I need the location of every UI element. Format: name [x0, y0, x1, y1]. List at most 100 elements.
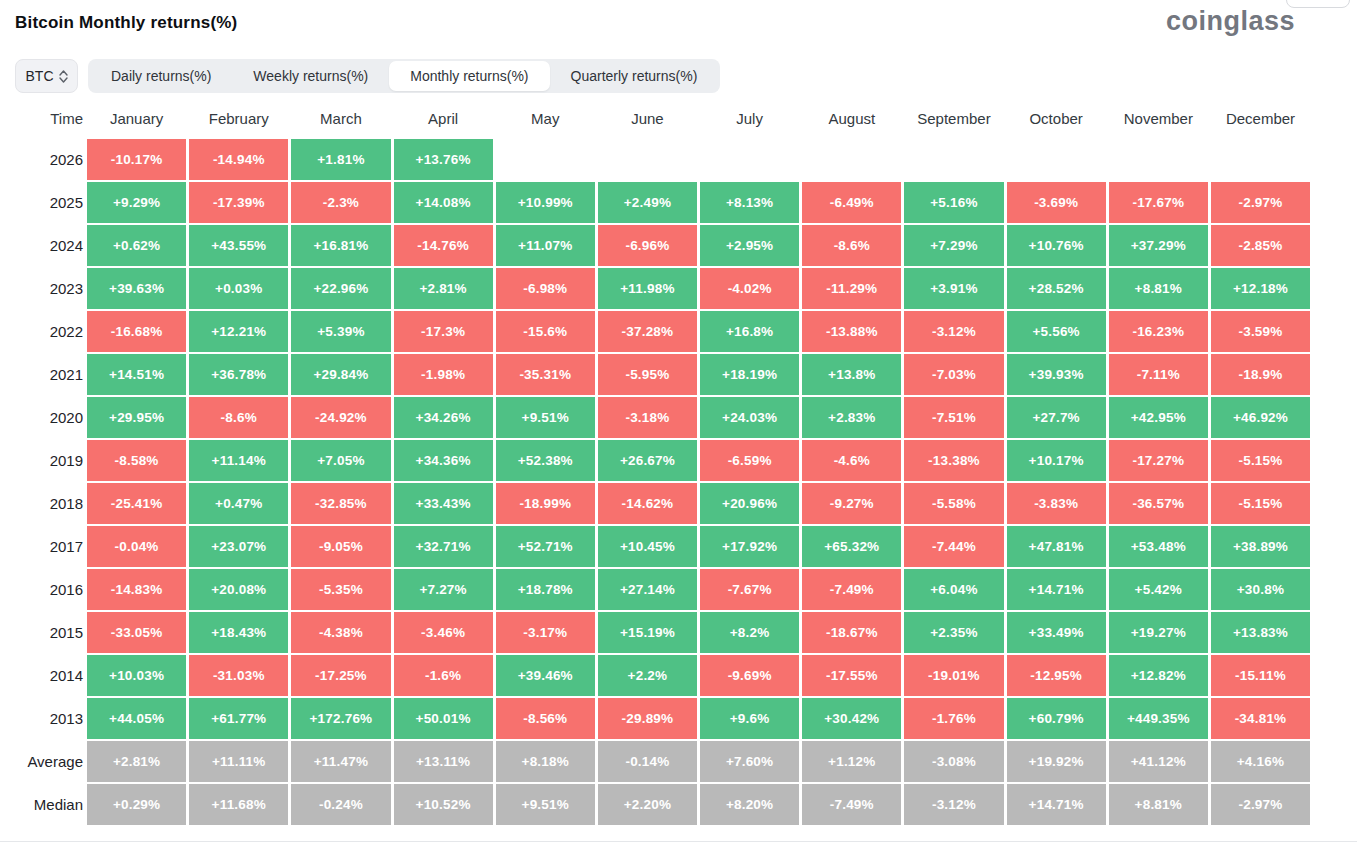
- return-cell: -1.98%: [394, 354, 493, 395]
- return-cell: +20.96%: [700, 483, 799, 524]
- table-row-2015: 2015-33.05%+18.43%-4.38%-3.46%-3.17%+15.…: [15, 612, 1310, 653]
- table-row-2024: 2024+0.62%+43.55%+16.81%-14.76%+11.07%-6…: [15, 225, 1310, 266]
- return-cell: -12.95%: [1007, 655, 1106, 696]
- return-cell: +2.49%: [598, 182, 697, 223]
- return-cell: -17.39%: [189, 182, 288, 223]
- return-cell: -9.27%: [802, 483, 901, 524]
- empty-cell: [1109, 139, 1208, 180]
- return-cell: -7.03%: [904, 354, 1003, 395]
- row-label: 2015: [15, 612, 84, 653]
- returns-table-body: 2026-10.17%-14.94%+1.81%+13.76%2025+9.29…: [15, 139, 1310, 825]
- return-cell: -16.23%: [1109, 311, 1208, 352]
- return-cell: +8.13%: [700, 182, 799, 223]
- empty-cell: [802, 139, 901, 180]
- return-cell: +43.55%: [189, 225, 288, 266]
- return-cell: -14.94%: [189, 139, 288, 180]
- return-cell: -29.89%: [598, 698, 697, 739]
- return-cell: +47.81%: [1007, 526, 1106, 567]
- updown-chevron-icon: [59, 70, 68, 83]
- return-cell: -8.6%: [189, 397, 288, 438]
- row-label: 2024: [15, 225, 84, 266]
- return-cell: +18.43%: [189, 612, 288, 653]
- table-row-2021: 2021+14.51%+36.78%+29.84%-1.98%-35.31%-5…: [15, 354, 1310, 395]
- return-cell: +7.29%: [904, 225, 1003, 266]
- return-cell: +34.36%: [394, 440, 493, 481]
- return-cell: +11.14%: [189, 440, 288, 481]
- return-cell: +2.35%: [904, 612, 1003, 653]
- return-cell: -9.05%: [291, 526, 390, 567]
- return-cell: -2.97%: [1211, 784, 1310, 825]
- return-cell: -8.6%: [802, 225, 901, 266]
- return-cell: -5.35%: [291, 569, 390, 610]
- return-cell: +27.14%: [598, 569, 697, 610]
- column-header-time: Time: [15, 103, 84, 133]
- tab-quarterly-returns[interactable]: Quarterly returns(%): [550, 61, 719, 91]
- return-cell: -8.56%: [496, 698, 595, 739]
- return-cell: -14.83%: [87, 569, 186, 610]
- coinglass-logo: coinglass: [1166, 6, 1295, 37]
- table-row-2013: 2013+44.05%+61.77%+172.76%+50.01%-8.56%-…: [15, 698, 1310, 739]
- column-header-november: November: [1109, 103, 1208, 133]
- return-cell: -5.15%: [1211, 483, 1310, 524]
- column-header-march: March: [291, 103, 390, 133]
- return-cell: +6.04%: [904, 569, 1003, 610]
- tab-weekly-returns[interactable]: Weekly returns(%): [232, 61, 389, 91]
- return-cell: -7.44%: [904, 526, 1003, 567]
- return-cell: -11.29%: [802, 268, 901, 309]
- return-cell: +44.05%: [87, 698, 186, 739]
- return-cell: -15.6%: [496, 311, 595, 352]
- controls-bar: BTC Daily returns(%)Weekly returns(%)Mon…: [15, 59, 720, 93]
- table-row-average: Average+2.81%+11.11%+11.47%+13.11%+8.18%…: [15, 741, 1310, 782]
- page-title: Bitcoin Monthly returns(%): [15, 13, 237, 33]
- return-cell: -35.31%: [496, 354, 595, 395]
- return-cell: +4.16%: [1211, 741, 1310, 782]
- return-cell: +33.49%: [1007, 612, 1106, 653]
- return-cell: -7.67%: [700, 569, 799, 610]
- return-cell: +42.95%: [1109, 397, 1208, 438]
- return-cell: -18.99%: [496, 483, 595, 524]
- symbol-select[interactable]: BTC: [15, 59, 78, 93]
- return-cell: +9.51%: [496, 784, 595, 825]
- return-cell: -3.12%: [904, 311, 1003, 352]
- return-cell: -7.49%: [802, 569, 901, 610]
- return-cell: +65.32%: [802, 526, 901, 567]
- return-cell: -16.68%: [87, 311, 186, 352]
- table-row-2020: 2020+29.95%-8.6%-24.92%+34.26%+9.51%-3.1…: [15, 397, 1310, 438]
- return-cell: +13.76%: [394, 139, 493, 180]
- return-cell: +24.03%: [700, 397, 799, 438]
- row-label: 2014: [15, 655, 84, 696]
- return-cell: -4.6%: [802, 440, 901, 481]
- return-cell: -8.58%: [87, 440, 186, 481]
- return-cell: +15.19%: [598, 612, 697, 653]
- return-cell: +39.93%: [1007, 354, 1106, 395]
- empty-cell: [1007, 139, 1106, 180]
- return-cell: +2.20%: [598, 784, 697, 825]
- return-cell: -18.67%: [802, 612, 901, 653]
- return-cell: +61.77%: [189, 698, 288, 739]
- return-cell: -3.18%: [598, 397, 697, 438]
- return-cell: +8.81%: [1109, 784, 1208, 825]
- return-cell: +1.81%: [291, 139, 390, 180]
- return-cell: +23.07%: [189, 526, 288, 567]
- return-cell: +19.92%: [1007, 741, 1106, 782]
- tab-daily-returns[interactable]: Daily returns(%): [90, 61, 232, 91]
- return-cell: +33.43%: [394, 483, 493, 524]
- row-label: 2017: [15, 526, 84, 567]
- return-cell: -33.05%: [87, 612, 186, 653]
- return-cell: -5.95%: [598, 354, 697, 395]
- return-cell: -15.11%: [1211, 655, 1310, 696]
- return-cell: -17.67%: [1109, 182, 1208, 223]
- return-cell: +0.29%: [87, 784, 186, 825]
- return-cell: +9.6%: [700, 698, 799, 739]
- tab-monthly-returns[interactable]: Monthly returns(%): [389, 61, 549, 91]
- return-cell: -3.08%: [904, 741, 1003, 782]
- return-cell: +11.47%: [291, 741, 390, 782]
- return-cell: +11.11%: [189, 741, 288, 782]
- table-row-2016: 2016-14.83%+20.08%-5.35%+7.27%+18.78%+27…: [15, 569, 1310, 610]
- return-cell: +0.62%: [87, 225, 186, 266]
- return-cell: +14.08%: [394, 182, 493, 223]
- return-cell: -32.85%: [291, 483, 390, 524]
- return-cell: -36.57%: [1109, 483, 1208, 524]
- returns-tabbar: Daily returns(%)Weekly returns(%)Monthly…: [88, 59, 720, 93]
- return-cell: -0.04%: [87, 526, 186, 567]
